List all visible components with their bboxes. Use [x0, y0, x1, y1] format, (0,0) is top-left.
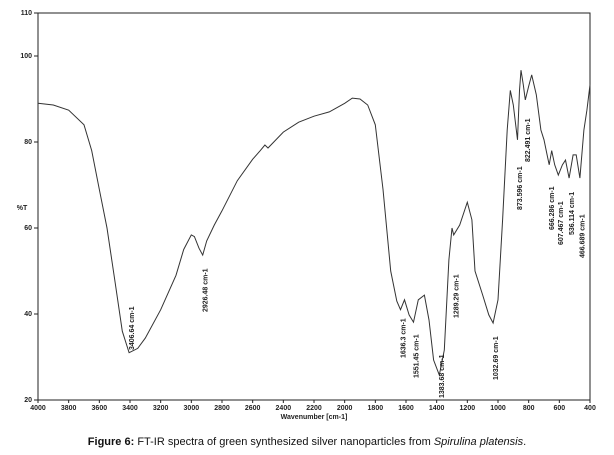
plot-frame: [37, 12, 591, 401]
caption-end: .: [523, 436, 527, 448]
x-tick-label: 1200: [460, 405, 476, 412]
peak-label: 1636.3 cm-1: [400, 318, 407, 358]
peak-label: 1383.68 cm-1: [439, 354, 446, 398]
x-tick-label: 800: [523, 405, 535, 412]
x-tick-label: 1400: [429, 405, 445, 412]
y-tick-label: 40: [24, 311, 32, 318]
x-tick-label: 4000: [30, 405, 46, 412]
caption-label: Figure 6:: [87, 436, 135, 448]
x-tick-label: 2000: [337, 405, 353, 412]
peak-label: 1289.29 cm-1: [453, 274, 460, 318]
caption-species: Spirulina platensis: [433, 436, 524, 448]
peak-label: 2926.48 cm-1: [202, 268, 209, 312]
peak-label: 536.114 cm-1: [569, 192, 576, 235]
peak-label: 466.689 cm-1: [580, 214, 587, 258]
chart: %T Wavenumber [cm-1] 20 40 60 80 100 110 4000 3…: [17, 10, 596, 421]
y-tick-label: 20: [24, 397, 32, 404]
x-tick-label: 2600: [245, 405, 261, 412]
x-tick-label: 1800: [368, 405, 384, 412]
x-tick-label: 3400: [122, 405, 138, 412]
x-tick-label: 3000: [184, 405, 200, 412]
peak-label: 1551.45 cm-1: [413, 334, 420, 378]
caption: Figure 6: FT-IR spectra of green synthes…: [0, 436, 614, 448]
x-tick-label: 3600: [92, 405, 108, 412]
y-tick-label: 60: [24, 225, 32, 232]
x-tick-label: 2400: [276, 405, 292, 412]
peak-label: 666.286 cm-1: [549, 186, 556, 230]
x-tick-label: 1000: [490, 405, 506, 412]
x-axis-label: Wavenumber [cm-1]: [281, 414, 348, 421]
x-tick-label: 3800: [61, 405, 77, 412]
spectrum-line: [37, 70, 591, 377]
peak-label: 822.491 cm-1: [525, 118, 532, 162]
peak-label: 607.467 cm-1: [558, 201, 565, 245]
x-tick-label: 2800: [214, 405, 230, 412]
x-tick-label: 1600: [398, 405, 414, 412]
y-tick-label: 80: [24, 139, 32, 146]
x-tick-label: 400: [584, 405, 596, 412]
y-tick-label: 100: [20, 53, 32, 60]
x-tick-label: 600: [553, 405, 565, 412]
x-tick-label: 3200: [153, 405, 169, 412]
peak-label: 873.596 cm-1: [517, 166, 524, 210]
caption-text: FT-IR spectra of green synthesized silve…: [137, 436, 431, 448]
y-tick-label: 110: [21, 10, 32, 17]
peak-label: 3406.64 cm-1: [129, 306, 136, 350]
y-axis-label: %T: [17, 205, 28, 212]
x-tick-label: 2200: [306, 405, 322, 412]
peak-label: 1032.69 cm-1: [493, 336, 500, 380]
